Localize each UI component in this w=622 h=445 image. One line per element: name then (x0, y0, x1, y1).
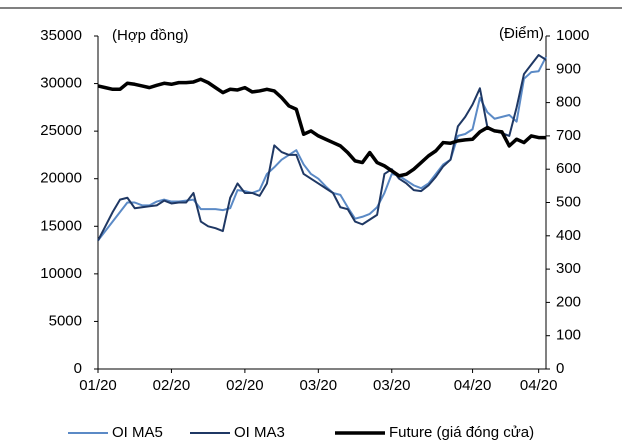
y-tick-label: 15000 (40, 217, 82, 234)
y2-tick-label: 600 (556, 160, 581, 177)
y-tick-label: 20000 (40, 170, 82, 187)
y2-tick-label: 900 (556, 60, 581, 77)
y2-tick-label: 500 (556, 193, 581, 210)
y2-tick-label: 300 (556, 260, 581, 277)
x-tick-label: 02/20 (153, 377, 191, 394)
y2-tick-label: 200 (556, 293, 581, 310)
x-tick-label: 01/20 (79, 377, 117, 394)
x-tick-label: 02/20 (226, 377, 264, 394)
y-tick-label: 10000 (40, 265, 82, 282)
y-axis-label: (Hợp đồng) (112, 27, 189, 44)
y2-tick-label: 100 (556, 327, 581, 344)
x-tick-label: 04/20 (520, 377, 558, 394)
x-tick-label: 03/20 (373, 377, 411, 394)
y-tick-label: 35000 (40, 27, 82, 44)
x-tick-label: 04/20 (454, 377, 492, 394)
y-tick-label: 5000 (49, 312, 82, 329)
y-tick-label: 25000 (40, 122, 82, 139)
y2-tick-label: 0 (556, 360, 564, 377)
legend-label: Future (giá đóng cửa) (389, 424, 534, 441)
series-line (97, 54, 547, 242)
legend-label: OI MA5 (112, 424, 163, 441)
y-tick-label: 30000 (40, 75, 82, 92)
y-tick-label: 0 (74, 360, 82, 377)
y2-tick-label: 700 (556, 127, 581, 144)
x-tick-label: 03/20 (300, 377, 338, 394)
y2-tick-label: 400 (556, 227, 581, 244)
legend-label: OI MA3 (234, 424, 285, 441)
y2-tick-label: 1000 (556, 27, 589, 44)
y2-axis-label: (Điểm) (499, 25, 544, 42)
series-line (97, 56, 547, 242)
series-line (97, 77, 546, 178)
y2-tick-label: 800 (556, 94, 581, 111)
